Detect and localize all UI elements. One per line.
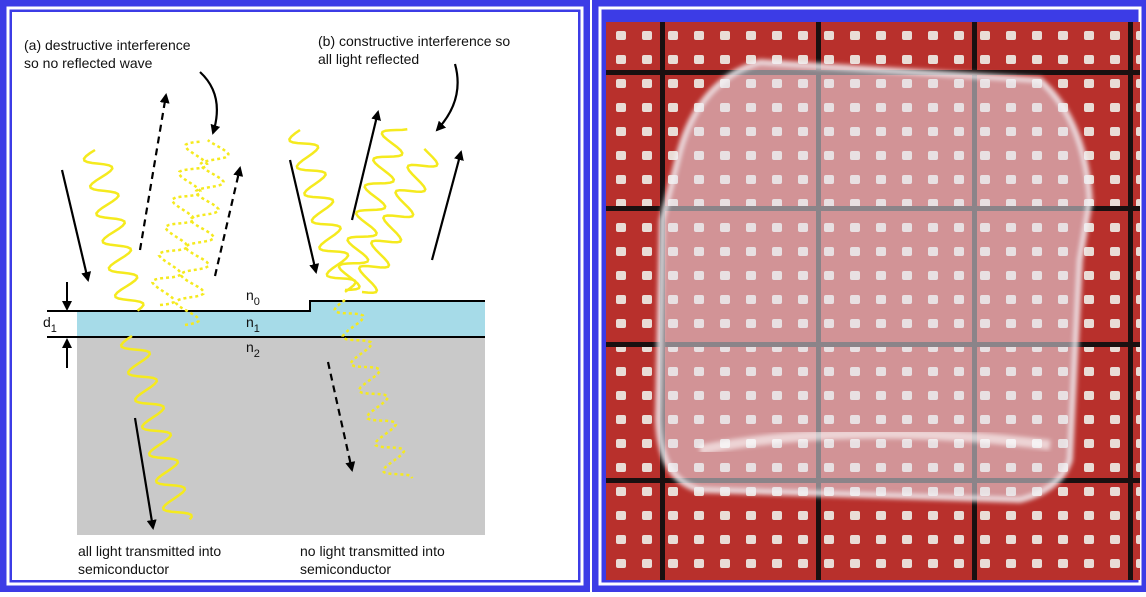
caption-line: (b) constructive interference so bbox=[318, 33, 510, 49]
subscript: 1 bbox=[254, 323, 260, 335]
footer-line: semiconductor bbox=[78, 561, 169, 577]
footer-line: all light transmitted into bbox=[78, 543, 221, 559]
footer-line: no light transmitted into bbox=[300, 543, 445, 559]
footer-line: semiconductor bbox=[300, 561, 391, 577]
symbol: n bbox=[246, 339, 254, 355]
caption-line: (a) destructive interference bbox=[24, 37, 191, 53]
caption-line: so no reflected wave bbox=[24, 55, 153, 71]
subscript: 2 bbox=[254, 348, 260, 360]
symbol: n bbox=[246, 287, 254, 303]
figure: (a) destructive interference so no reflec… bbox=[0, 0, 1146, 592]
symbol: n bbox=[246, 314, 254, 330]
subscript: 0 bbox=[254, 296, 260, 308]
page: (a) destructive interference so no reflec… bbox=[0, 0, 1146, 592]
subscript: 1 bbox=[51, 323, 57, 335]
symbol: d bbox=[43, 314, 51, 330]
caption-line: all light reflected bbox=[318, 51, 419, 67]
photo bbox=[606, 22, 1140, 580]
